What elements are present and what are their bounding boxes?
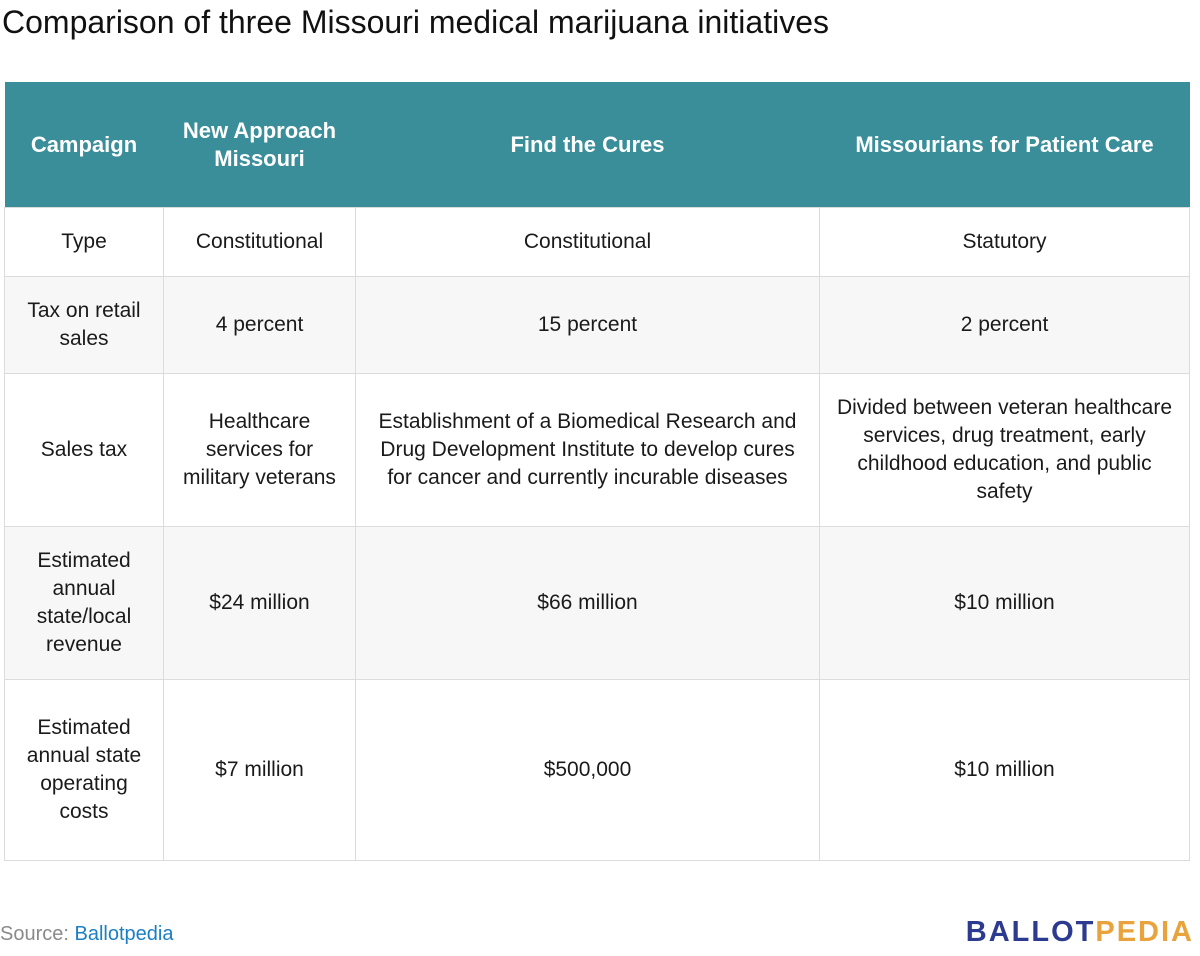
table-cell: $7 million bbox=[163, 679, 356, 861]
table-cell: Statutory bbox=[819, 207, 1190, 277]
source-note: Source: Ballotpedia bbox=[0, 920, 173, 948]
logo-text-ballot: BALLOT bbox=[965, 916, 1096, 948]
column-header-new-approach-missouri: New Approach Missouri bbox=[163, 82, 356, 208]
table-cell: $10 million bbox=[819, 679, 1190, 861]
table-cell: Constitutional bbox=[163, 207, 356, 277]
table-cell: $24 million bbox=[163, 526, 356, 680]
ballotpedia-logo: BALLOTPEDIA bbox=[966, 914, 1194, 950]
column-header-campaign: Campaign bbox=[4, 82, 164, 208]
table-header-row: Campaign New Approach Missouri Find the … bbox=[4, 82, 1190, 208]
table-cell: Healthcare services for military veteran… bbox=[163, 373, 356, 527]
logo-text-pedia: PEDIA bbox=[1095, 916, 1194, 948]
table-cell: Establishment of a Biomedical Research a… bbox=[355, 373, 820, 527]
row-label-tax-on-retail-sales: Tax on retail sales bbox=[4, 276, 164, 374]
page-title: Comparison of three Missouri medical mar… bbox=[2, 4, 829, 40]
row-label-estimated-revenue: Estimated annual state/local revenue bbox=[4, 526, 164, 680]
table-row: Tax on retail sales 4 percent 15 percent… bbox=[4, 276, 1190, 374]
table-row: Estimated annual state operating costs $… bbox=[4, 679, 1190, 861]
row-label-sales-tax: Sales tax bbox=[4, 373, 164, 527]
table-row: Estimated annual state/local revenue $24… bbox=[4, 526, 1190, 680]
source-link[interactable]: Ballotpedia bbox=[74, 923, 174, 945]
table-cell: $10 million bbox=[819, 526, 1190, 680]
column-header-missourians-for-patient-care: Missourians for Patient Care bbox=[819, 82, 1190, 208]
table-cell: 2 percent bbox=[819, 276, 1190, 374]
table-cell: Constitutional bbox=[355, 207, 820, 277]
table-cell: Divided between veteran healthcare servi… bbox=[819, 373, 1190, 527]
row-label-type: Type bbox=[4, 207, 164, 277]
table-cell: 4 percent bbox=[163, 276, 356, 374]
table-row: Type Constitutional Constitutional Statu… bbox=[4, 207, 1190, 277]
source-prefix: Source: bbox=[0, 923, 69, 945]
row-label-estimated-operating-costs: Estimated annual state operating costs bbox=[4, 679, 164, 861]
comparison-table: Campaign New Approach Missouri Find the … bbox=[4, 82, 1190, 861]
table-header: Campaign New Approach Missouri Find the … bbox=[4, 82, 1190, 208]
table-cell: $500,000 bbox=[355, 679, 820, 861]
column-header-find-the-cures: Find the Cures bbox=[355, 82, 820, 208]
table-body: Type Constitutional Constitutional Statu… bbox=[4, 207, 1190, 861]
table-cell: 15 percent bbox=[355, 276, 820, 374]
table-row: Sales tax Healthcare services for milita… bbox=[4, 373, 1190, 527]
table-cell: $66 million bbox=[355, 526, 820, 680]
